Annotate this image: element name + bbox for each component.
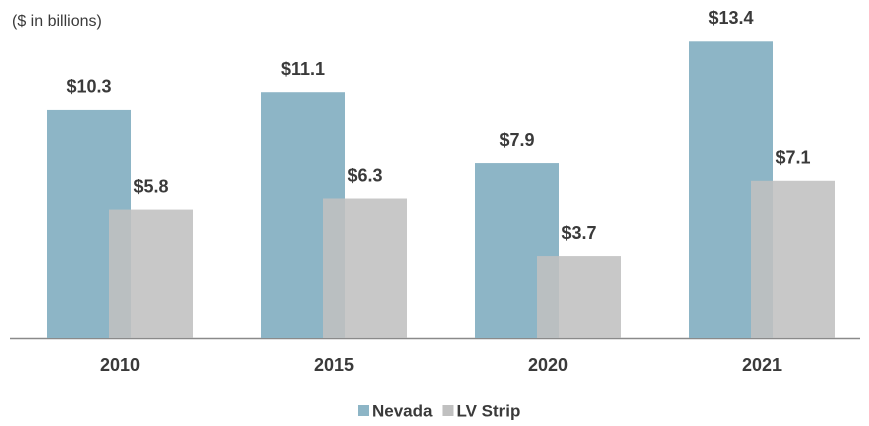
x-tick-label: 2020 — [528, 355, 568, 375]
data-label: $11.1 — [281, 59, 325, 79]
data-label: $6.3 — [347, 165, 382, 185]
legend-swatch — [358, 405, 369, 416]
bar — [323, 198, 407, 338]
data-label: $5.8 — [133, 176, 168, 196]
data-label: $7.9 — [499, 130, 534, 150]
legend-swatch — [442, 405, 454, 416]
data-label: $13.4 — [708, 8, 753, 28]
bar — [537, 256, 621, 338]
chart-subtitle: ($ in billions) — [12, 13, 102, 30]
x-tick-label: 2021 — [742, 355, 782, 375]
legend-label: Nevada — [372, 401, 433, 420]
data-label: $7.1 — [775, 148, 810, 168]
bar — [109, 209, 193, 338]
legend-label: LV Strip — [456, 401, 520, 420]
x-tick-label: 2010 — [100, 355, 140, 375]
x-tick-label: 2015 — [314, 355, 354, 375]
data-label: $3.7 — [561, 223, 596, 243]
data-label: $10.3 — [66, 77, 111, 97]
bar — [751, 180, 835, 338]
